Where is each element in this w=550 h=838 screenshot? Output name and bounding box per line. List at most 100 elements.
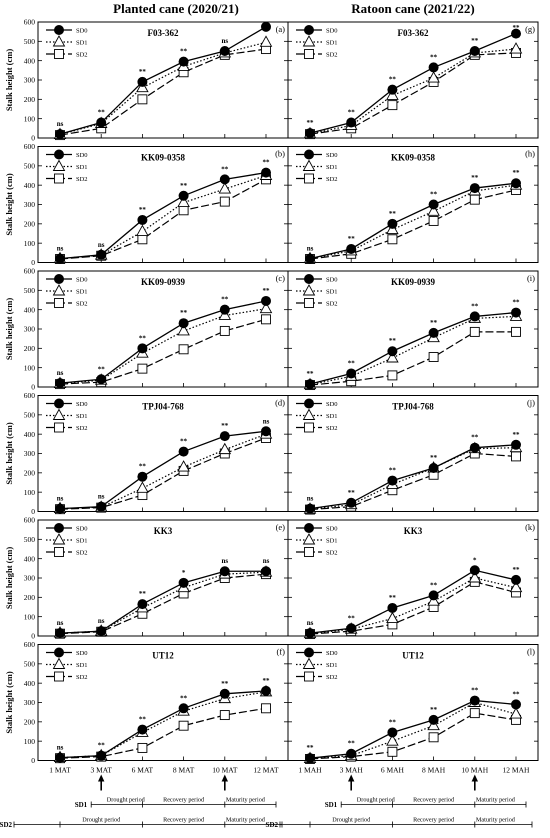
sd2-label: SD2: [0, 821, 12, 829]
data-point-sd1: [136, 224, 149, 237]
y-tick-label: 0: [31, 756, 35, 765]
data-point-sd0: [469, 183, 480, 194]
significance-label: ns: [307, 495, 314, 503]
legend-label-sd1: SD1: [76, 537, 88, 544]
data-point-sd2: [428, 732, 439, 743]
legend-marker-sd1: [52, 657, 66, 669]
legend: SD0 SD1 SD2: [296, 398, 338, 433]
legend: SD0 SD1 SD2: [46, 274, 88, 308]
data-point-sd0: [428, 463, 439, 473]
significance-label: **: [139, 206, 147, 214]
legend-label-sd2: SD2: [326, 674, 338, 681]
significance-label: ns: [307, 245, 314, 253]
legend-label-sd1: SD1: [76, 39, 88, 46]
y-tick-label: 100: [24, 737, 36, 746]
legend-label-sd2: SD2: [76, 51, 88, 58]
panel-title: TPJ04-768: [392, 402, 434, 412]
significance-label: **: [389, 594, 397, 602]
panel-letter: (j): [527, 398, 535, 408]
y-tick-label: 400: [24, 181, 36, 190]
significance-label: **: [471, 37, 479, 45]
data-point-sd1: [259, 35, 273, 47]
y-tick-label: 400: [24, 305, 36, 314]
data-point-sd1: [218, 182, 232, 194]
legend-marker-sd0: [304, 398, 314, 409]
legend-marker-sd2: [304, 173, 314, 184]
legend-label-sd0: SD0: [76, 152, 88, 159]
significance-label: **: [263, 287, 271, 295]
legend-marker-sd1: [52, 408, 66, 420]
panel-letter: (h): [525, 149, 535, 159]
data-point-sd0: [305, 503, 315, 514]
data-point-sd2: [511, 451, 521, 462]
data-point-sd0: [511, 178, 521, 189]
legend: SD0 SD1 SD2: [46, 149, 88, 184]
data-point-sd0: [305, 128, 315, 139]
data-point-sd1: [427, 204, 440, 216]
legend-marker-sd1: [52, 159, 66, 171]
y-axis-label: Stalk height (cm): [4, 671, 14, 734]
series-line-sd2: [309, 331, 516, 386]
data-point-sd2: [137, 234, 148, 245]
data-point-sd1: [509, 42, 523, 54]
panel-letter: (b): [275, 149, 285, 159]
data-point-sd0: [137, 599, 148, 610]
series-line-sd1: [59, 41, 267, 136]
legend-marker-sd0: [304, 523, 314, 533]
sd1-label: SD1: [325, 801, 338, 809]
data-point-sd0: [469, 46, 480, 56]
data-point-sd0: [178, 56, 189, 67]
legend-marker-sd0: [54, 274, 64, 284]
data-point-sd0: [511, 574, 521, 585]
significance-label: **: [430, 581, 438, 589]
significance-label: ns: [98, 493, 105, 501]
data-point-sd2: [219, 325, 230, 336]
y-tick-label: 400: [24, 56, 36, 65]
significance-label: **: [307, 370, 315, 378]
data-point-sd2: [261, 703, 271, 714]
data-point-sd0: [387, 84, 398, 95]
data-point-sd0: [469, 565, 480, 576]
y-tick-label: 100: [24, 114, 36, 123]
significance-label: ns: [221, 557, 228, 565]
significance-label: **: [348, 109, 356, 117]
panel-title: KK09-0939: [141, 277, 185, 287]
series-line-sd1: [309, 577, 517, 635]
data-point-sd0: [428, 327, 439, 338]
data-point-sd0: [178, 318, 189, 329]
data-point-sd1: [427, 71, 440, 83]
significance-label: **: [139, 463, 147, 471]
y-axis-label: Stalk height (cm): [4, 298, 14, 361]
series-line-sd0: [309, 444, 517, 510]
significance-label: **: [348, 235, 356, 243]
y-tick-label: 0: [31, 258, 35, 267]
data-point-sd0: [261, 21, 271, 32]
significance-label: **: [389, 337, 397, 345]
data-point-sd0: [346, 117, 357, 128]
y-tick-label: 600: [24, 516, 36, 525]
y-tick-label: 200: [24, 717, 36, 726]
significance-label: **: [430, 454, 438, 462]
series-line-sd0: [59, 26, 267, 135]
significance-label: **: [430, 53, 438, 61]
sd1-drought-period: Drought period: [357, 797, 396, 804]
series-line-sd1: [59, 691, 267, 759]
panel-j: TPJ04-768 (j) ns ** ** ** ** ** SD0 SD1 SD2: [287, 395, 539, 515]
legend-label-sd1: SD1: [326, 164, 338, 171]
data-point-sd2: [469, 708, 480, 719]
significance-label: **: [180, 694, 188, 702]
y-tick-label: 400: [24, 679, 36, 688]
legend-marker-sd0: [54, 25, 64, 35]
significance-label: ns: [98, 617, 105, 625]
legend-label-sd1: SD1: [76, 164, 88, 171]
y-tick-label: 300: [24, 698, 36, 707]
y-tick-label: 300: [24, 76, 36, 85]
y-tick-label: 100: [24, 239, 36, 248]
y-tick-label: 600: [24, 267, 36, 276]
series-line-sd2: [59, 707, 267, 759]
data-point-sd2: [261, 314, 271, 325]
sd1-maturity-period: Maturity period: [476, 797, 516, 804]
series-line-sd1: [309, 447, 517, 510]
data-point-sd2: [219, 710, 230, 721]
